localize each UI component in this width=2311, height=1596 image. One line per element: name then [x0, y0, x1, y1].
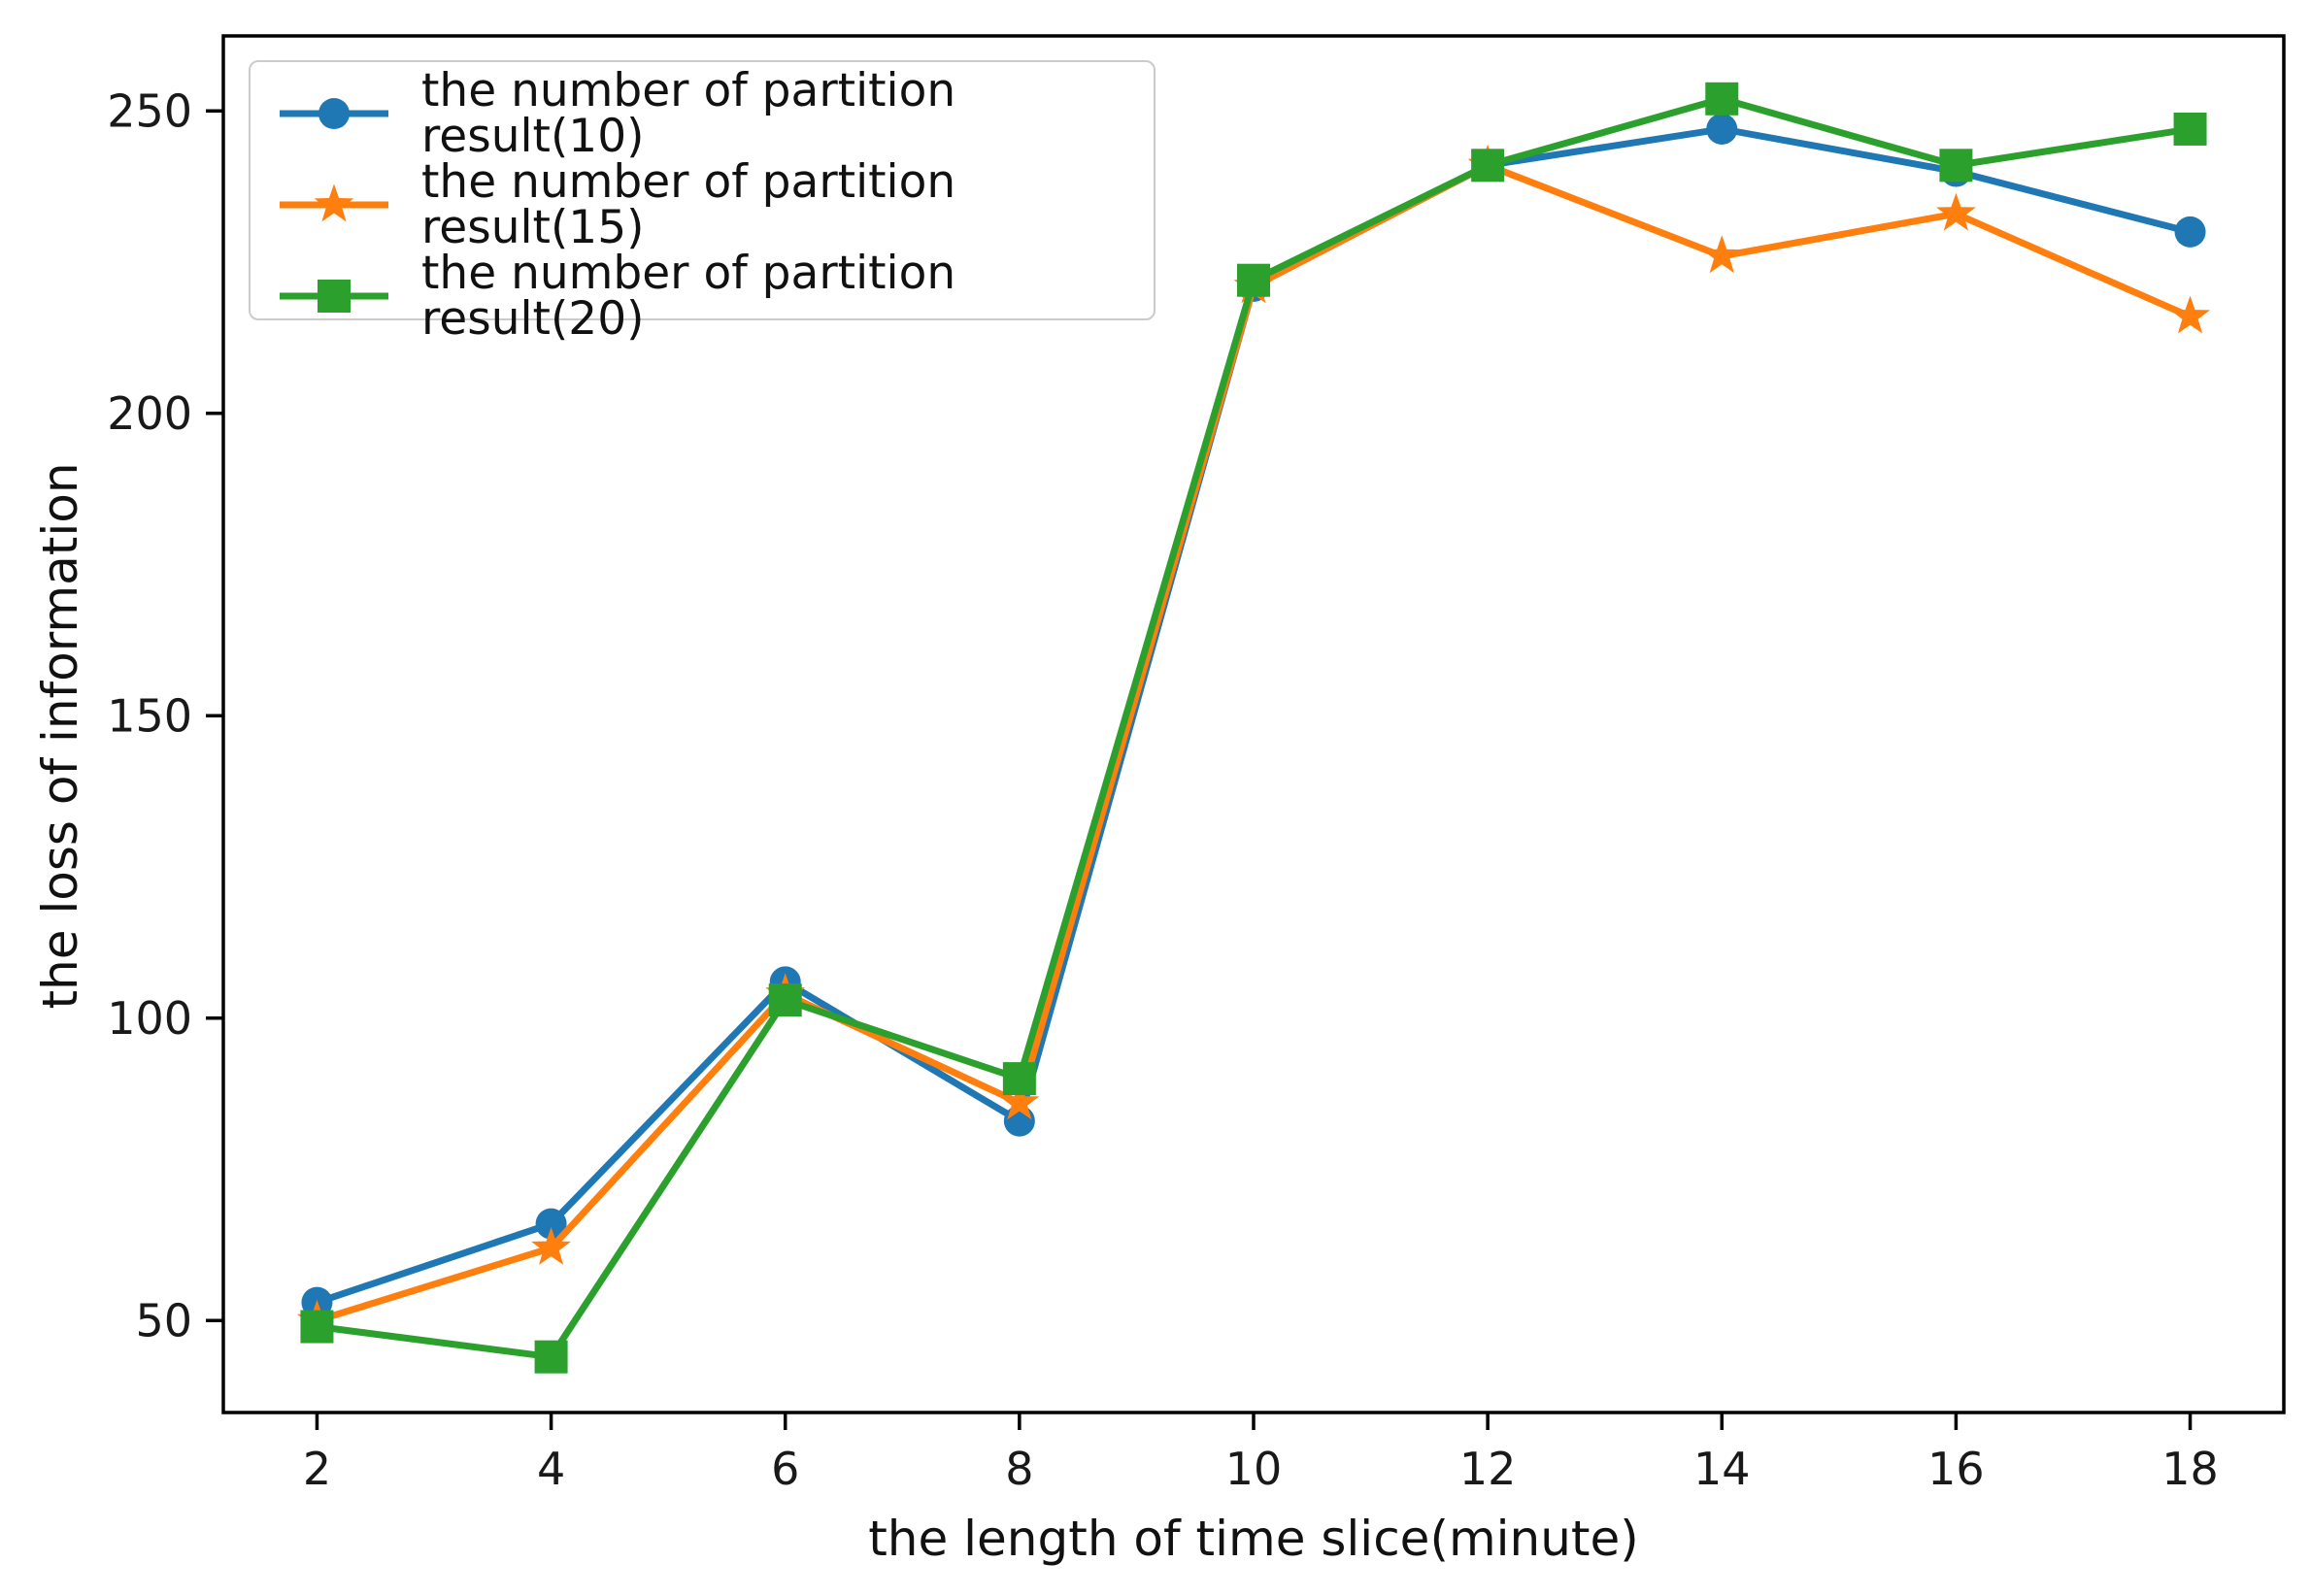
- y-tick-label: 50: [135, 1294, 192, 1347]
- legend-item: the number of partition result(15): [276, 159, 1144, 250]
- x-tick-label: 6: [771, 1443, 799, 1495]
- data-point-marker: [1936, 192, 1976, 231]
- data-point-marker: [531, 1227, 571, 1265]
- data-point-marker: [1237, 263, 1270, 297]
- x-tick-label: 4: [537, 1443, 565, 1495]
- legend-sample-marker: [314, 183, 354, 222]
- legend-sample-marker: [318, 98, 350, 129]
- data-point-marker: [1701, 235, 1742, 274]
- legend-sample-marker: [318, 280, 351, 313]
- series-square: [300, 82, 2207, 1374]
- x-tick-label: 14: [1693, 1443, 1751, 1495]
- legend-item-label: the number of partition result(15): [421, 155, 956, 254]
- legend-item-label: the number of partition result(10): [421, 64, 956, 163]
- y-tick-label: 150: [107, 689, 192, 742]
- x-tick-label: 2: [303, 1443, 331, 1495]
- legend-item-label: the number of partition result(20): [421, 247, 956, 346]
- data-point-marker: [1002, 1062, 1036, 1096]
- y-axis-label: the loss of information: [32, 462, 88, 1010]
- legend: the number of partition result(10) the n…: [249, 60, 1156, 342]
- data-point-marker: [1706, 113, 1738, 145]
- y-tick-label: 100: [107, 992, 192, 1045]
- data-point-marker: [999, 1081, 1040, 1120]
- data-point-marker: [768, 983, 802, 1017]
- data-point-marker: [2173, 112, 2207, 146]
- y-tick-label: 200: [107, 387, 192, 440]
- legend-item: the number of partition result(20): [276, 250, 1144, 342]
- legend-marker-circle-icon: [280, 98, 388, 129]
- data-point-marker: [300, 1310, 334, 1344]
- data-point-marker: [1705, 82, 1739, 116]
- data-point-marker: [2170, 295, 2210, 334]
- legend-marker-square-icon: [280, 280, 388, 313]
- y-tick-label: 250: [107, 84, 192, 137]
- data-point-marker: [1939, 149, 1973, 183]
- x-axis-label: the length of time slice(minute): [868, 1511, 1639, 1567]
- x-tick-label: 8: [1005, 1443, 1033, 1495]
- x-tick-label: 18: [2161, 1443, 2219, 1495]
- data-point-marker: [1471, 149, 1505, 183]
- x-tick-label: 16: [1927, 1443, 1985, 1495]
- data-point-marker: [535, 1208, 567, 1240]
- data-point-marker: [2174, 216, 2206, 248]
- x-tick-label: 10: [1225, 1443, 1283, 1495]
- legend-item: the number of partition result(10): [276, 68, 1144, 159]
- data-point-marker: [534, 1340, 568, 1374]
- legend-marker-star-icon: [280, 183, 388, 222]
- x-tick-label: 12: [1459, 1443, 1517, 1495]
